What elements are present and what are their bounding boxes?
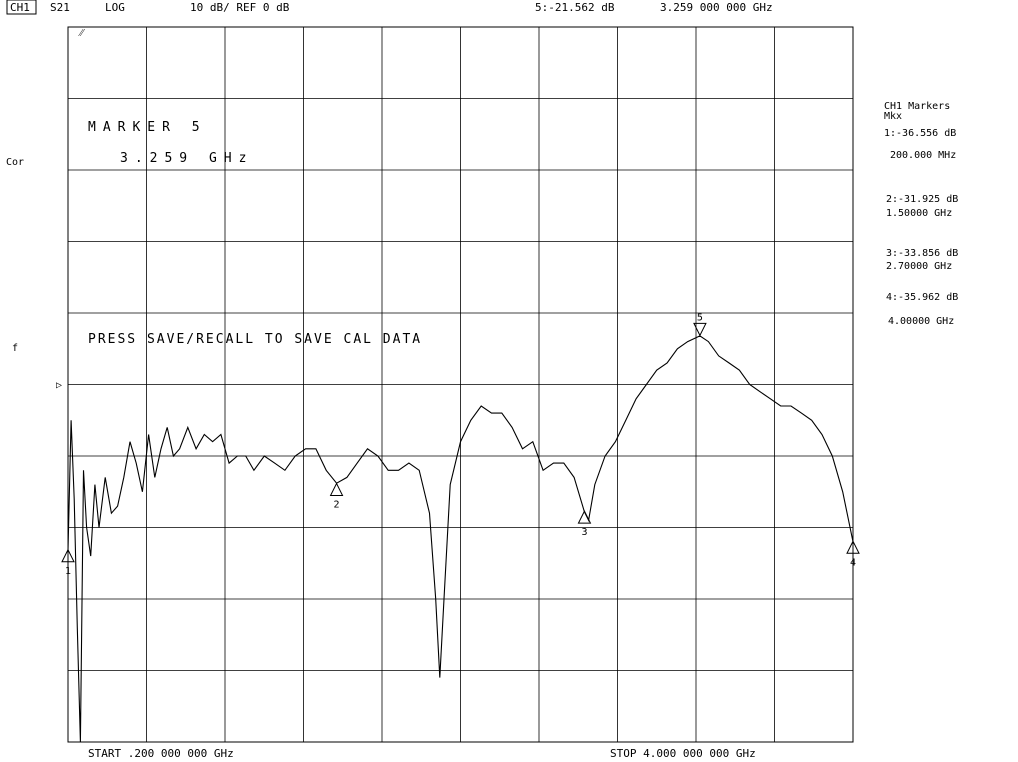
marker-list-freq-1: 200.000 MHz bbox=[890, 150, 956, 161]
marker-4: 4 bbox=[846, 540, 860, 568]
status-message: PRESS SAVE/RECALL TO SAVE CAL DATA bbox=[88, 332, 422, 347]
marker-triangle bbox=[61, 548, 75, 563]
marker-list-value-2: 2:-31.925 dB bbox=[886, 194, 958, 205]
channel-label: CH1 bbox=[10, 1, 30, 14]
marker-list-title: CH1 Markers bbox=[884, 101, 950, 112]
marker-label: 4 bbox=[850, 557, 856, 568]
correction-indicator: Cor bbox=[6, 157, 24, 168]
marker-label: 2 bbox=[334, 500, 340, 511]
marker-label: 3 bbox=[581, 527, 587, 538]
marker-list-value-3: 3:-33.856 dB bbox=[886, 248, 958, 259]
channel-box bbox=[6, 0, 37, 15]
start-frequency: START .200 000 000 GHz bbox=[88, 747, 234, 760]
format-label: LOG bbox=[105, 1, 125, 14]
marker-triangle bbox=[693, 322, 707, 337]
marker-2: 2 bbox=[329, 482, 344, 511]
active-marker-frequency: 3.259 000 000 GHz bbox=[660, 1, 773, 14]
marker-triangle bbox=[846, 540, 860, 554]
marker-triangle bbox=[329, 482, 344, 497]
marker-1: 1 bbox=[61, 548, 75, 577]
marker-3: 3 bbox=[577, 510, 592, 538]
corner-mark: ⁄⁄ bbox=[78, 28, 86, 39]
active-marker-readout: 5:-21.562 dB bbox=[535, 1, 615, 14]
marker-list-subtitle: Mkx bbox=[884, 111, 902, 122]
reference-pointer: ▷ bbox=[56, 380, 62, 391]
flag-indicator: f bbox=[12, 343, 18, 354]
marker-label: 1 bbox=[65, 566, 71, 577]
graticule bbox=[67, 26, 854, 743]
trace-layer bbox=[67, 335, 854, 743]
marker-triangle bbox=[577, 510, 592, 524]
marker-title: MARKER 5 bbox=[88, 120, 207, 135]
marker-value: 3.259 GHz bbox=[120, 151, 253, 166]
marker-list-value-1: 1:-36.556 dB bbox=[884, 128, 956, 139]
marker-list-value-4: 4:-35.962 dB bbox=[886, 292, 958, 303]
marker-list-freq-3: 2.70000 GHz bbox=[886, 261, 952, 272]
stop-frequency: STOP 4.000 000 000 GHz bbox=[610, 747, 756, 760]
scale-label: 10 dB/ REF 0 dB bbox=[190, 1, 290, 14]
parameter-label: S21 bbox=[50, 1, 70, 14]
marker-list-freq-2: 1.50000 GHz bbox=[886, 208, 952, 219]
marker-label: 5 bbox=[697, 312, 703, 323]
marker-layer: 1 2 3 4 5 bbox=[61, 312, 860, 577]
marker-list-freq-4: 4.00000 GHz bbox=[888, 316, 954, 327]
trace-s21 bbox=[67, 335, 854, 743]
marker-5: 5 bbox=[693, 312, 707, 337]
